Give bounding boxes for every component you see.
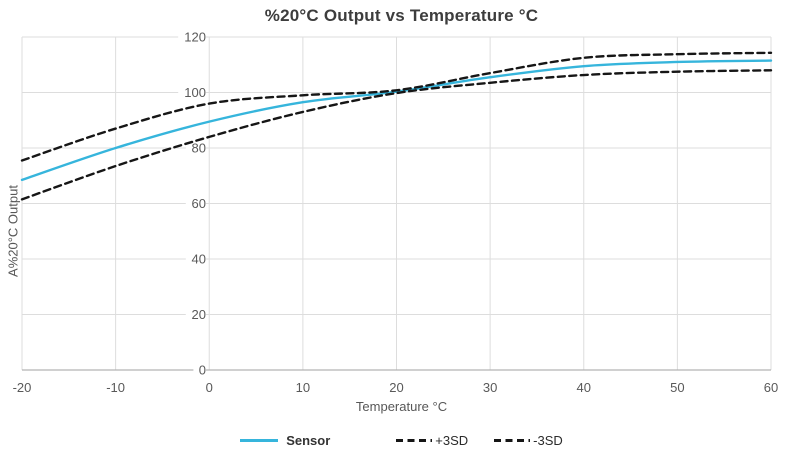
series-line-3sd	[20, 69, 773, 201]
x-tick-label: -20	[13, 380, 32, 395]
chart-title: %20°C Output vs Temperature °C	[264, 6, 539, 25]
x-tick-label: 0	[206, 380, 213, 395]
legend-swatch-plus3sd-line	[396, 439, 433, 442]
x-tick-label: 30	[483, 380, 497, 395]
series-line-sensor	[20, 59, 773, 182]
x-tick-label: 50	[670, 380, 684, 395]
x-tick-label: 20	[389, 380, 403, 395]
x-tick-label: 10	[296, 380, 310, 395]
x-tick-label: 40	[577, 380, 591, 395]
y-tick-label-bg	[185, 195, 206, 211]
y-tick-label-bg	[178, 28, 206, 45]
legend-label-minus3sd: -3SD	[533, 433, 563, 448]
y-tick-label: 20	[192, 307, 206, 322]
y-axis-title: A%20°C Output	[5, 185, 21, 277]
legend-swatch-sensor-line	[240, 439, 279, 442]
y-tick-label: 40	[192, 252, 206, 267]
y-tick-label: 100	[184, 85, 206, 100]
legend-label-sensor: Sensor	[286, 433, 331, 448]
y-tick-label-bg	[193, 361, 206, 378]
y-tick-label-bg	[185, 250, 206, 267]
legend-item-plus3sd: +3SD	[396, 433, 468, 448]
y-tick-label-bg	[178, 84, 206, 100]
y-tick-label: 60	[192, 196, 206, 211]
y-tick-label: 120	[184, 30, 206, 45]
y-tick-label: 0	[199, 363, 206, 378]
x-tick-label: -10	[106, 380, 125, 395]
y-tick-label: 80	[192, 141, 206, 156]
legend-label-plus3sd: +3SD	[435, 433, 469, 448]
legend-swatch-minus3sd-line	[494, 439, 531, 442]
x-tick-label: 60	[764, 380, 778, 395]
legend: Sensor +3SD -3SD	[0, 433, 803, 448]
legend-item-minus3sd: -3SD	[494, 433, 563, 448]
series-line-3sd	[20, 51, 773, 162]
x-axis-title: Temperature °C	[355, 399, 448, 414]
legend-item-sensor: Sensor	[240, 433, 330, 448]
y-tick-label-bg	[185, 306, 206, 322]
